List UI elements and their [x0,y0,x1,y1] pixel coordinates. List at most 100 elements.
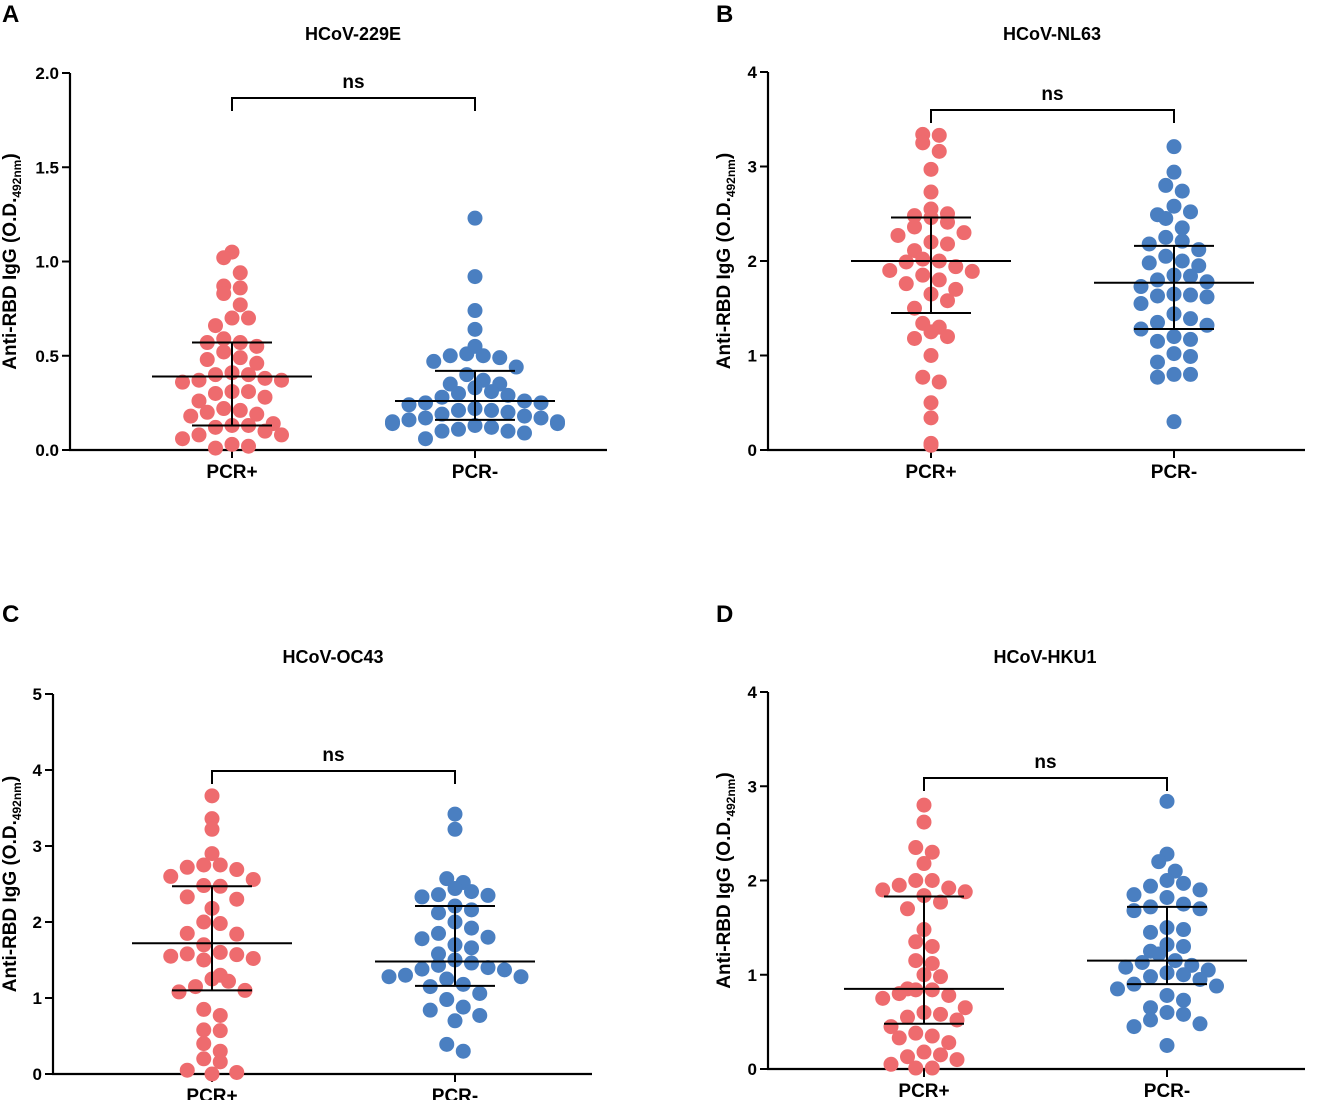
data-point [434,423,450,439]
data-point [398,967,413,983]
data-point [1159,889,1175,905]
y-axis-label-end: ) [714,772,735,778]
data-point [249,355,265,371]
data-point [923,184,939,200]
data-point [1192,901,1208,917]
data-point [459,367,475,383]
data-point [1174,253,1190,269]
data-point [1134,954,1150,970]
data-point [442,348,458,364]
data-point [475,348,491,364]
significance-bracket [211,770,456,784]
data-point [199,404,215,420]
data-point [199,352,215,368]
data-point [257,370,273,386]
data-point [1126,1019,1142,1035]
data-point [1158,177,1174,193]
data-point [179,946,195,962]
data-point [447,806,463,822]
data-point [163,868,179,884]
data-point [1191,242,1207,258]
y-tick-label: 0.0 [35,441,59,460]
data-point [208,385,223,401]
data-point [467,210,483,226]
data-point [464,920,479,936]
y-tick-label: 2 [33,913,42,932]
data-point [447,1013,463,1029]
data-point [891,1030,907,1046]
data-point [964,263,980,279]
panel-c: C HCoV-OC43 0 1 2 3 4 5 PCR+ PCR- Anti-RBD IgG (… [0,601,592,1100]
data-point [900,1009,915,1025]
y-axis-label-end: ) [0,776,21,782]
panel-a-title: HCoV-229E [305,24,401,44]
panel-d-letter: D [716,601,733,628]
data-point [1174,183,1190,199]
data-point [915,251,931,267]
data-point [232,402,248,418]
data-point [224,436,240,452]
data-point [1110,981,1125,997]
data-point [204,788,220,804]
data-point [212,1023,228,1039]
data-point [426,353,442,369]
data-point [1118,959,1134,975]
data-point [908,873,924,888]
data-point [241,384,256,400]
data-point [241,310,256,326]
data-point [455,976,471,992]
data-point [208,318,223,334]
data-point [1150,354,1165,370]
data-point [274,427,289,443]
series-points [175,244,289,456]
data-point [923,437,939,453]
x-category-label: PCR+ [186,1086,237,1100]
data-point [1174,220,1190,236]
series-points [875,797,973,1076]
data-point [1150,288,1165,304]
data-point [175,374,190,390]
y-axis-label-sub: 492nm [724,159,738,197]
data-point [908,1060,924,1076]
data-point [179,1062,195,1078]
panel-b-letter: B [716,1,733,28]
y-axis-label-sub: 492nm [10,160,24,198]
data-point [447,881,463,897]
data-point [1176,938,1191,954]
data-point [401,397,417,413]
data-point [908,840,924,856]
data-point [464,940,479,956]
y-axis-label: Anti-RBD IgG (O.D.492nm) [0,776,24,992]
data-point [492,350,508,366]
data-point [224,310,240,326]
data-point [455,1043,471,1059]
data-point [1183,311,1198,327]
data-point [517,408,532,424]
data-point [1183,331,1198,347]
data-point [245,871,261,887]
y-tick-label: 1.5 [35,158,59,177]
y-tick-label: 3 [748,777,757,796]
data-point [890,227,906,243]
data-point [924,873,940,888]
data-point [907,208,922,224]
data-point [1143,878,1158,894]
y-axis-label: Anti-RBD IgG (O.D.492nm) [714,772,738,988]
data-point [1143,924,1158,940]
data-point [232,297,248,313]
data-point [1158,248,1174,264]
y-axis-label: Anti-RBD IgG (O.D.492nm) [714,153,738,369]
data-point [1159,873,1175,888]
data-point [1159,987,1175,1003]
data-point [941,987,957,1003]
data-point [467,321,483,337]
data-point [385,416,400,432]
data-point [1199,317,1215,333]
data-point [1150,314,1165,330]
data-point [204,811,220,827]
data-point [216,250,232,266]
data-point [1183,204,1198,220]
data-point [484,419,499,435]
y-tick-label: 4 [748,63,758,82]
data-point [948,259,964,275]
